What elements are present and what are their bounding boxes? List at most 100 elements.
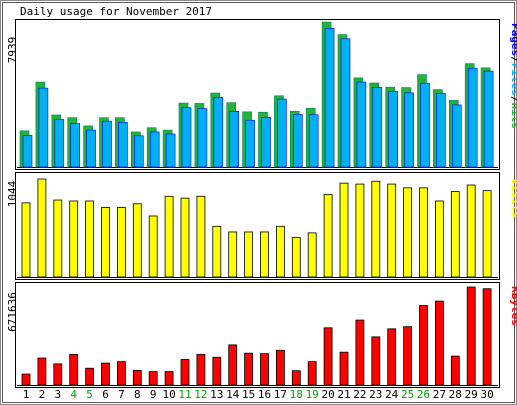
legend-part: Hits [509, 103, 517, 130]
visits-bar [387, 183, 397, 278]
kbytes-bar [403, 326, 413, 386]
chart-title: Daily usage for November 2017 [20, 5, 212, 18]
kbytes-bar [21, 373, 31, 386]
visits-bar [466, 184, 476, 278]
files-bar [308, 114, 319, 168]
kbytes-bar [101, 362, 110, 386]
day-label: 14 [226, 388, 240, 401]
visits-bar [434, 200, 444, 278]
visits-bar [260, 231, 269, 278]
files-bar [118, 121, 128, 168]
visits-bar [101, 207, 110, 278]
files-bar [388, 90, 399, 168]
visits-bars [21, 178, 492, 278]
files-bar [165, 133, 176, 168]
visits-legend: Visits [509, 178, 517, 218]
kbytes-bar [69, 353, 79, 386]
day-label: 13 [210, 388, 223, 401]
visits-bar [482, 190, 492, 278]
legend-part: / [509, 96, 517, 103]
day-label: 18 [290, 388, 303, 401]
day-label: 5 [86, 388, 93, 401]
files-bar [261, 117, 271, 168]
files-bar [467, 67, 478, 168]
visits-bar [164, 195, 174, 278]
visits-bar [148, 215, 158, 278]
kbytes-bar [450, 355, 460, 386]
files-bar [404, 92, 414, 168]
kbytes-bar [339, 351, 349, 386]
visits-bar [53, 199, 63, 278]
visits-bar [244, 231, 254, 278]
day-label: 7 [118, 388, 125, 401]
kbytes-bar [180, 359, 190, 386]
files-bar [181, 107, 192, 168]
hits-panel: 7939 Pages/Files/Hits [6, 19, 517, 170]
hits-max-label: 7939 [6, 37, 19, 64]
visits-bar [37, 178, 47, 278]
files-bar [420, 82, 430, 168]
day-label: 16 [258, 388, 271, 401]
kbytes-bar [212, 356, 222, 386]
day-label: 23 [369, 388, 382, 401]
day-label: 15 [242, 388, 255, 401]
kbytes-bar [196, 353, 206, 386]
visits-bar [419, 187, 428, 278]
kbytes-bar [148, 371, 158, 386]
files-bar [324, 28, 335, 168]
visits-bar [355, 183, 365, 278]
visits-bar [69, 200, 79, 278]
files-bar [134, 135, 144, 168]
files-bar [86, 129, 96, 168]
legend-part: KBytes [509, 286, 517, 326]
files-bar [149, 131, 160, 168]
day-label: 12 [194, 388, 207, 401]
files-bar [483, 70, 494, 168]
kbytes-bar [307, 361, 317, 386]
kbytes-bar [244, 352, 254, 386]
day-label: 28 [449, 388, 462, 401]
visits-bar [85, 200, 94, 278]
day-label: 17 [274, 388, 287, 401]
day-label: 8 [134, 388, 141, 401]
kbytes-bars [21, 286, 492, 386]
day-label: 21 [337, 388, 350, 401]
day-label: 30 [480, 388, 493, 401]
files-bar [277, 98, 287, 168]
day-label: 6 [102, 388, 109, 401]
visits-bar [21, 202, 31, 278]
visits-bar [339, 182, 349, 278]
visits-bar [196, 195, 206, 278]
kbytes-max-label: 671636 [6, 292, 19, 332]
visits-bar [403, 187, 413, 278]
kbytes-bar [275, 349, 285, 386]
day-label: 10 [162, 388, 175, 401]
legend-part: Visits [509, 178, 517, 218]
files-bar [245, 119, 255, 168]
kbytes-bar [85, 367, 94, 386]
kbytes-bar [355, 319, 365, 386]
day-label: 9 [150, 388, 157, 401]
files-bar [38, 87, 49, 168]
day-label: 26 [417, 388, 430, 401]
files-bar [356, 81, 367, 168]
day-label: 29 [465, 388, 478, 401]
files-bar [54, 119, 65, 168]
visits-bar [307, 232, 317, 278]
visits-bar [291, 237, 301, 278]
kbytes-bar [387, 328, 397, 386]
legend-part: Pages [509, 23, 517, 56]
files-bar [70, 123, 80, 168]
files-bar [229, 110, 239, 168]
visits-bar [450, 191, 460, 278]
day-label: 27 [433, 388, 446, 401]
files-bar [451, 104, 462, 168]
day-label: 4 [70, 388, 77, 401]
hits-legend: Pages/Files/Hits [509, 23, 517, 129]
kbytes-bar [466, 286, 476, 386]
files-bar [372, 87, 383, 168]
visits-max-label: 1044 [6, 180, 19, 207]
files-bar [436, 93, 446, 168]
